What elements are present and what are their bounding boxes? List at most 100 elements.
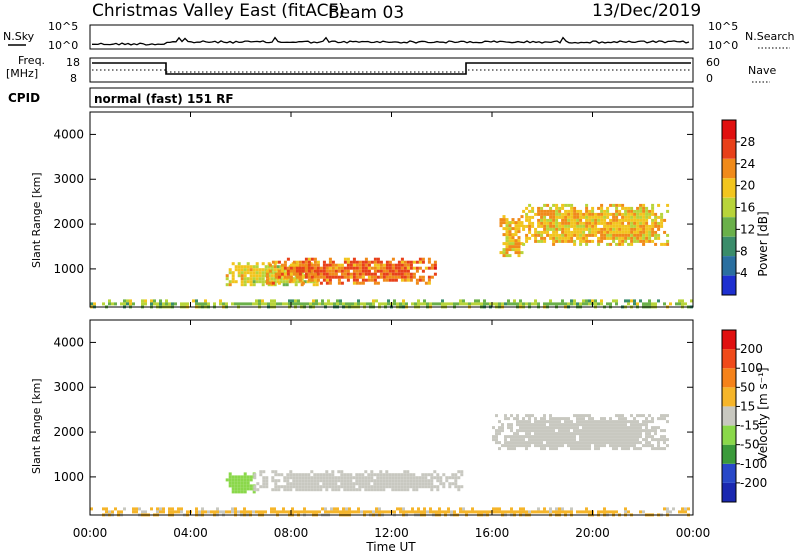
heatmap-cell	[555, 206, 559, 210]
heatmap-cell	[367, 278, 371, 282]
heatmap-cell	[372, 302, 375, 306]
heatmap-cell	[246, 268, 250, 272]
heatmap-cell	[400, 278, 404, 282]
heatmap-cell	[681, 507, 684, 511]
heatmap-cell	[514, 245, 518, 249]
heatmap-cell	[424, 479, 428, 483]
heatmap-cell	[600, 423, 603, 427]
heatmap-cell	[415, 488, 419, 492]
heatmap-cell	[627, 215, 631, 219]
heatmap-cell	[313, 260, 317, 264]
heatmap-cell	[513, 417, 516, 421]
heatmap-cell	[420, 302, 423, 306]
heatmap-cell	[330, 510, 333, 514]
heatmap-cell	[409, 473, 413, 477]
heatmap-cell	[430, 473, 434, 477]
heatmap-cell	[552, 447, 555, 451]
heatmap-cell	[405, 302, 408, 306]
heatmap-cell	[385, 266, 389, 270]
heatmap-cell	[391, 263, 395, 267]
heatmap-cell	[358, 281, 362, 285]
heatmap-cell	[618, 441, 621, 445]
heatmap-cell	[258, 280, 262, 284]
heatmap-cell	[597, 444, 600, 448]
heatmap-cell	[520, 215, 524, 219]
heatmap-cell	[243, 478, 247, 482]
heatmap-cell	[388, 263, 392, 267]
heatmap-cell	[633, 224, 637, 228]
heatmap-cell	[546, 224, 550, 228]
colorbar-swatch	[722, 349, 736, 369]
heatmap-cell	[346, 476, 350, 480]
heatmap-cell	[522, 429, 525, 433]
colorbar-swatch	[722, 158, 736, 179]
heatmap-cell	[588, 417, 591, 421]
heatmap-cell	[612, 212, 616, 216]
heatmap-cell	[297, 299, 300, 303]
noise-left-label: N.Sky	[3, 30, 35, 43]
heatmap-cell	[549, 212, 553, 216]
heatmap-cell	[346, 269, 350, 273]
heatmap-cell	[591, 233, 595, 237]
heatmap-cell	[585, 227, 589, 231]
heatmap-cell	[385, 479, 389, 483]
heatmap-cell	[573, 299, 576, 303]
heatmap-cell	[618, 233, 622, 237]
heatmap-cell	[543, 227, 547, 231]
heatmap-cell	[343, 485, 347, 489]
heatmap-cell	[609, 435, 612, 439]
heatmap-cell	[306, 302, 309, 306]
heatmap-cell	[436, 479, 440, 483]
heatmap-cell	[621, 233, 625, 237]
heatmap-cell	[310, 278, 314, 282]
heatmap-cell	[505, 251, 509, 255]
heatmap-cell	[618, 242, 622, 246]
heatmap-cell	[355, 269, 359, 273]
heatmap-cell	[510, 423, 513, 427]
heatmap-cell	[615, 426, 618, 430]
heatmap-cell	[352, 272, 356, 276]
heatmap-cell	[534, 441, 537, 445]
heatmap-cell	[576, 212, 580, 216]
heatmap-cell	[417, 510, 420, 514]
heatmap-cell	[564, 432, 567, 436]
heatmap-cell	[525, 212, 529, 216]
heatmap-cell	[561, 429, 564, 433]
heatmap-cell	[291, 507, 294, 511]
heatmap-cell	[579, 239, 583, 243]
heatmap-cell	[579, 423, 582, 427]
heatmap-cell	[321, 302, 324, 306]
heatmap-cell	[618, 432, 621, 436]
heatmap-cell	[630, 206, 634, 210]
heatmap-cell	[594, 444, 597, 448]
noise-right-tick-top: 10^5	[708, 20, 738, 33]
heatmap-cell	[567, 444, 570, 448]
heatmap-cell	[612, 420, 615, 424]
heatmap-cell	[234, 490, 238, 494]
heatmap-cell	[382, 473, 386, 477]
heatmap-cell	[328, 281, 332, 285]
heatmap-cell	[615, 221, 619, 225]
heatmap-cell	[234, 510, 237, 514]
heatmap-cell	[624, 435, 627, 439]
heatmap-cell	[454, 482, 458, 486]
heatmap-cell	[561, 423, 564, 427]
heatmap-cell	[456, 302, 459, 306]
heatmap-cell	[303, 302, 306, 306]
heatmap-cell	[540, 444, 543, 448]
heatmap-cell	[534, 510, 537, 514]
heatmap-cell	[394, 482, 398, 486]
heatmap-cell	[642, 302, 645, 306]
heatmap-cell	[615, 435, 618, 439]
heatmap-cell	[180, 507, 183, 511]
heatmap-cell	[636, 447, 639, 451]
heatmap-cell	[403, 263, 407, 267]
heatmap-cell	[397, 263, 401, 267]
heatmap-cell	[255, 299, 258, 303]
heatmap-cell	[627, 420, 630, 424]
heatmap-cell	[594, 302, 597, 306]
heatmap-cell	[400, 485, 404, 489]
heatmap-cell	[543, 435, 546, 439]
heatmap-cell	[537, 435, 540, 439]
